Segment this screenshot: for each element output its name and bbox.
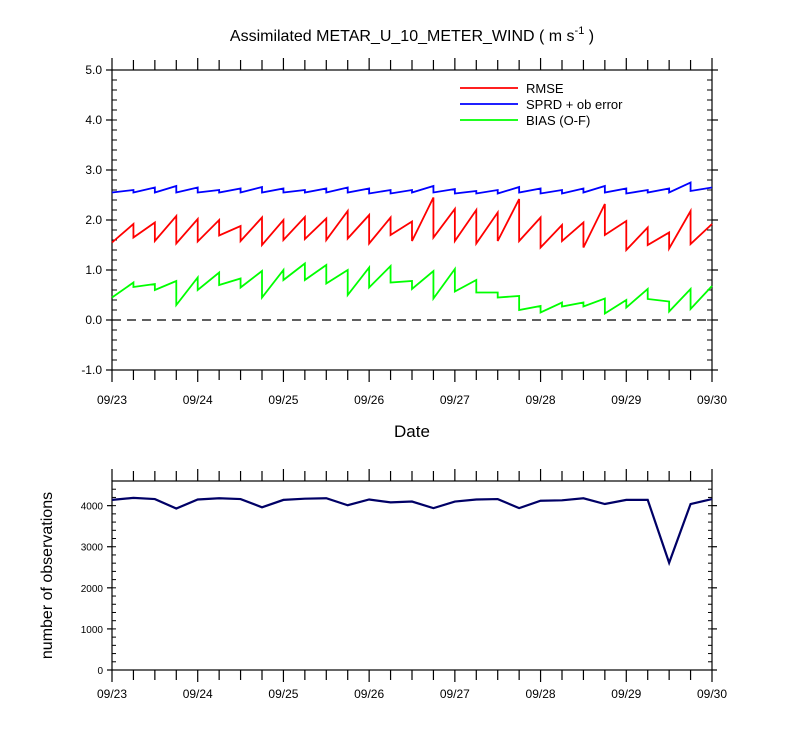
y-tick-label: -1.0 [81,363,102,377]
figure-title-main: Assimilated METAR_U_10_METER_WIND ( m s [230,28,575,45]
y-tick-label: 2.0 [85,213,102,227]
top-plot: -1.0 0.0 1.0 2.0 3.0 4.0 5.0 09/23 09/24 09/25 09/… [81,58,727,441]
legend-label: BIAS (O-F) [526,113,590,128]
figure-title-superscript: -1 [575,25,585,37]
y-tick-label: 5.0 [85,63,102,77]
x-tick-label: 09/24 [183,393,213,407]
x-tick-label: 09/27 [440,393,470,407]
x-tick-label: 09/29 [611,687,641,701]
x-tick-label: 09/24 [183,687,213,701]
y-tick-label: 3.0 [85,163,102,177]
series-line-observations [111,496,713,567]
series-line-bias-o-f [111,261,713,316]
figure-title-end: ) [584,28,594,45]
series-line-sprd-ob-error [111,181,713,195]
x-tick-label: 09/28 [526,687,556,701]
y-tick-label: 1000 [81,625,104,636]
y-tick-label: 1.0 [85,263,102,277]
x-tick-label: 09/28 [526,393,556,407]
x-tick-label: 09/26 [354,393,384,407]
x-tick-label: 09/25 [268,687,298,701]
x-tick-label: 09/29 [611,393,641,407]
series-line-rmse [111,197,713,253]
plot-frame [111,69,713,371]
y-axis-label: number of observations [39,492,56,659]
x-tick-label: 09/23 [97,687,127,701]
y-tick-label: 0.0 [85,313,102,327]
x-tick-label: 09/30 [697,687,727,701]
x-tick-label: 09/26 [354,687,384,701]
x-tick-label: 09/30 [697,393,727,407]
y-tick-label: 2000 [81,584,104,595]
plot-frame [111,480,713,671]
x-tick-label: 09/27 [440,687,470,701]
x-axis-label: Date [394,422,430,441]
x-tick-label: 09/23 [97,393,127,407]
figure-title: Assimilated METAR_U_10_METER_WIND ( m s-… [230,25,594,45]
legend-label: RMSE [526,81,564,96]
y-tick-label: 0 [97,666,103,677]
y-tick-label: 3000 [81,543,104,554]
legend-label: SPRD + ob error [526,97,623,112]
y-tick-label: 4000 [81,502,104,513]
y-tick-label: 4.0 [85,113,102,127]
bottom-plot: 0 1000 2000 3000 4000 09/23 09/24 09/25 09/26 09/… [39,469,727,701]
x-tick-label: 09/25 [268,393,298,407]
